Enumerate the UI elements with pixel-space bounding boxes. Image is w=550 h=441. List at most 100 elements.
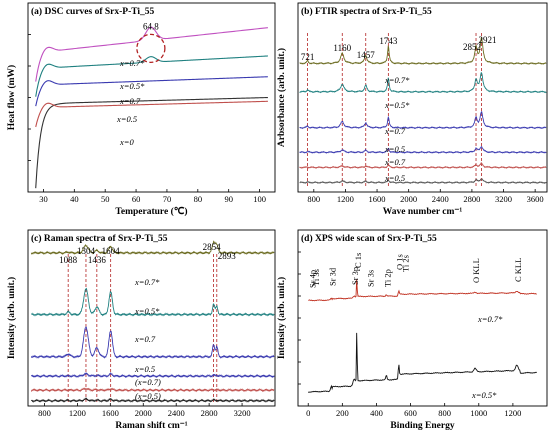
dsc-line-3 [35,55,268,97]
x-axis-label: Wave number cm⁻¹ [383,207,463,217]
x-tick-label: 800 [307,194,320,204]
x-tick-label: 800 [438,408,451,418]
ftir-line-1 [299,161,547,169]
peak-annotation: 64.8 [143,21,159,31]
x-tick-label: 800 [38,408,51,418]
curve-label: x=0.5 [384,173,405,183]
raman-line-5 [30,240,275,255]
y-axis-label: Intensity (arb. unit.) [6,277,17,359]
peak-label: 2854 [203,242,222,252]
peak-label: 1743 [379,36,398,46]
xps-peak-label: C KLL [513,258,523,282]
peak-label: 1436 [88,255,107,265]
plot-frame [27,229,276,407]
x-tick-label: 3600 [527,194,544,204]
x-tick-label: 600 [404,408,417,418]
xps-peak-label: O 1s [395,254,405,270]
plot-frame [297,2,548,193]
chart-a: 30 40 50 60 70 80 90 100 Temperature (℃) Heat flo… [6,2,276,217]
x-tick-label: 1600 [369,194,386,204]
chart-title: (d) XPS wide scan of Srx-P-Ti_55 [301,233,437,244]
xps-peak-label: Ti 2s [401,255,411,272]
curve-label: x=0.7 [384,157,406,167]
x-tick-label: 3200 [234,408,251,418]
x-tick-label: 80 [194,194,203,204]
xps-peak-label: Sr 4p [308,270,318,288]
dsc-line-2 [35,76,268,107]
chart-c: 800 1200 1600 2000 2400 2800 3200 Raman shift c… [6,229,276,431]
chart-title: (b) FTIR spectra of Srx-P-Ti_55 [301,6,432,17]
chart-b: 800 1200 1600 2000 2400 2800 3200 3600 Wave numb… [276,2,548,217]
x-tick-label: 1600 [102,408,119,418]
x-tick-label: 50 [101,194,110,204]
ftir-line-3 [299,110,547,130]
chart-title: (a) DSC curves of Srx-P-Ti_55 [31,6,155,17]
curve-label: (x=0.5) [135,391,161,401]
x-tick-label: 2800 [201,408,218,418]
x-tick-label: 0 [306,408,310,418]
curve-label: x=0.7 [134,334,156,344]
peak-label: 2921 [478,35,496,45]
x-tick-label: 100 [253,194,266,204]
xps-peak-label: Sr 3d [327,267,337,286]
y-axis-label: Arbsorbance (arb. unit.) [276,48,287,147]
x-tick-label: 200 [336,408,349,418]
x-axis-label: Binding Energy [390,421,454,431]
ftir-line-2 [299,146,547,154]
x-tick-label: 3200 [495,194,512,204]
raman-line-4 [31,287,275,317]
curve-label: x=0.5* [471,390,497,400]
xps-peak-label: O KLL [471,258,481,283]
peak-label: 1160 [333,43,351,53]
curve-label: x=0.5 [134,364,155,374]
curve-label: x=0 [119,137,135,147]
xps-line-1 [307,332,537,393]
raman-line-1 [30,387,275,393]
curve-label: x=0.5 [384,144,405,154]
curve-label: x=0.7* [119,58,145,68]
xps-peak-label: Sr 3p [350,267,360,285]
curve-label: x=0.7* [134,277,160,287]
x-tick-label: 40 [70,194,79,204]
x-tick-label: 30 [39,194,48,204]
ftir-line-4 [299,71,547,94]
x-tick-label: 2000 [135,408,152,418]
ftir-line-0 [299,178,547,185]
x-tick-label: 1200 [504,408,521,418]
curve-label: x=0.5* [119,81,145,91]
peak-label: 2852 [463,42,481,52]
curve-label: x=0.7 [384,126,406,136]
dsc-line-4 [35,26,268,82]
curve-label: x=0.5 [116,114,137,124]
peak-label: 721 [301,52,315,62]
xps-peak-label: Sr 3s [365,270,375,287]
x-tick-label: 2800 [463,194,480,204]
raman-line-2 [30,372,275,379]
x-axis-label: Raman shift cm⁻¹ [115,421,187,431]
x-tick-label: 90 [224,194,233,204]
curve-label: x=0.5* [384,100,410,110]
dsc-line-1 [35,100,268,128]
xps-peak-label: Ti 2p [382,269,392,287]
x-tick-label: 2400 [432,194,449,204]
plot-frame [297,229,548,407]
xps-peak-label: C 1s [353,253,363,268]
x-tick-label: 1000 [470,408,487,418]
curve-label: x=0.7 [119,96,141,106]
x-tick-label: 2000 [400,194,417,204]
peak-label: 1604 [102,246,121,256]
chart-title: (c) Raman spectra of Srx-P-Ti_55 [31,233,168,244]
curve-label: (x=0.7) [135,377,161,387]
x-tick-label: 2400 [168,408,185,418]
x-tick-label: 1200 [69,408,86,418]
xps-peak-label: Ti 3s [311,269,321,286]
x-tick-label: 1200 [337,194,354,204]
x-axis-label: Temperature (℃) [115,206,187,217]
curve-label: x=0.7* [477,314,503,324]
y-axis-label: Heat flow (mW) [6,65,17,130]
x-tick-label: 70 [163,194,172,204]
peak-label: 1457 [357,50,376,60]
raman-line-3 [30,325,275,359]
peak-label: 1088 [59,255,78,265]
